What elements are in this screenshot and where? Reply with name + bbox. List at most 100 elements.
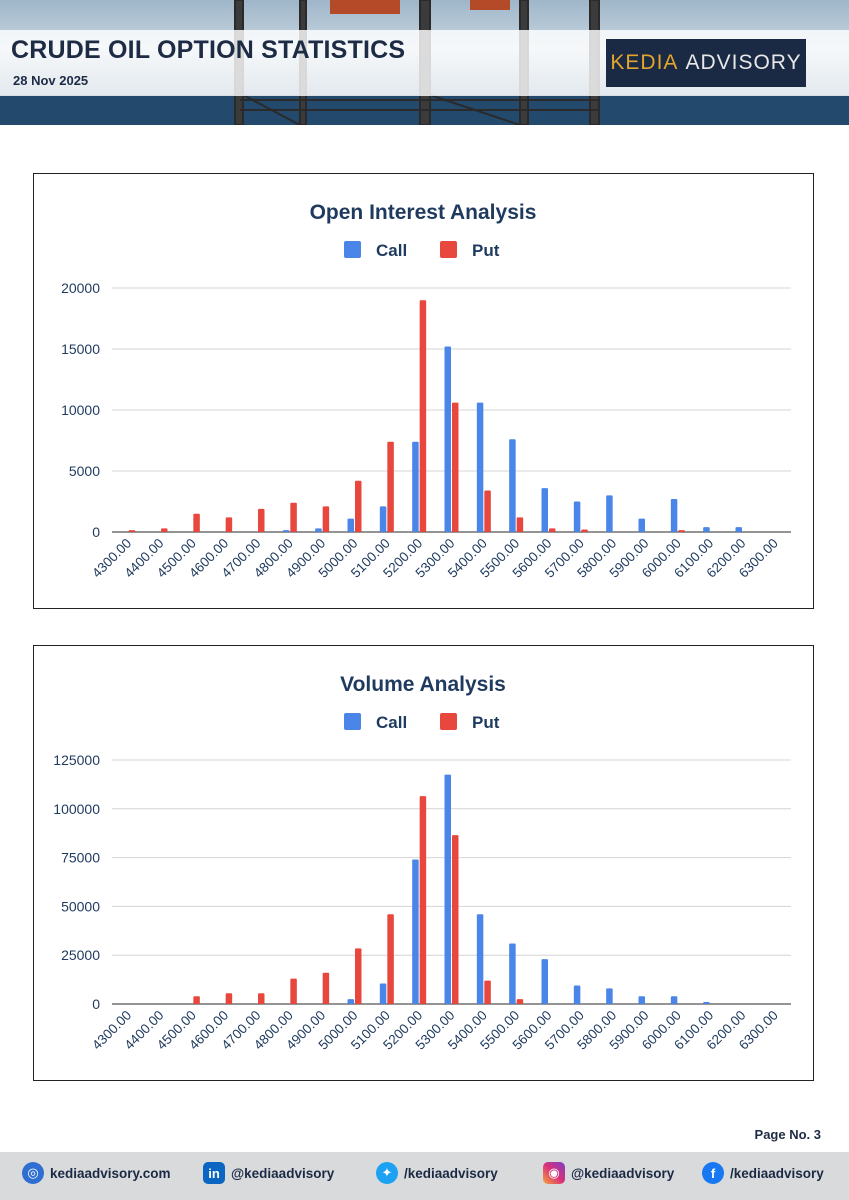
instagram-icon: ◉ (543, 1162, 565, 1184)
bar-call-4800.00 (282, 530, 290, 532)
bar-call-5100.00 (379, 983, 387, 1004)
linkedin-link[interactable]: in @kediaadvisory (203, 1162, 334, 1184)
bar-call-5500.00 (509, 439, 516, 532)
bar-put-4800.00 (290, 978, 297, 1004)
bar-call-5200.00 (412, 859, 419, 1004)
bar-call-5600.00 (541, 488, 548, 532)
bar-put-5700.00 (581, 529, 588, 532)
bar-call-5000.00 (347, 999, 354, 1004)
legend-swatch-call (344, 241, 361, 258)
twitter-text: /kediaadvisory (404, 1165, 498, 1181)
bar-call-5300.00 (444, 346, 451, 532)
kedia-logo: KEDIA ADVISORY (606, 39, 806, 87)
bar-put-4500.00 (193, 996, 200, 1004)
bar-call-6200.00 (735, 527, 742, 532)
bar-put-5400.00 (484, 980, 491, 1004)
instagram-link[interactable]: ◉ @kediaadvisory (543, 1162, 674, 1184)
bar-call-5800.00 (606, 495, 613, 532)
y-tick-label: 20000 (61, 280, 100, 296)
website-text: kediaadvisory.com (50, 1165, 171, 1181)
bar-call-6100.00 (703, 527, 710, 532)
y-tick-label: 125000 (53, 752, 100, 768)
y-tick-label: 100000 (53, 801, 100, 817)
page-title: CRUDE OIL OPTION STATISTICS (11, 36, 406, 64)
bar-put-4500.00 (193, 513, 200, 532)
y-tick-label: 50000 (61, 898, 100, 914)
y-tick-label: 0 (92, 524, 100, 540)
bar-call-5800.00 (606, 988, 613, 1004)
linkedin-text: @kediaadvisory (231, 1165, 335, 1181)
page-number: Page No. 3 (754, 1127, 821, 1142)
bar-call-5500.00 (509, 943, 516, 1004)
facebook-link[interactable]: f /kediaadvisory (702, 1162, 824, 1184)
legend-swatch-put (440, 713, 457, 730)
bar-call-5400.00 (476, 402, 484, 532)
linkedin-icon: in (203, 1162, 225, 1184)
legend-label-call: Call (376, 241, 407, 260)
twitter-icon: ✦ (376, 1162, 398, 1184)
y-tick-label: 15000 (61, 341, 100, 357)
bar-call-5900.00 (638, 996, 645, 1004)
open-interest-chart: Open Interest Analysis Call Put 0 5000 10000 1… (61, 201, 791, 581)
bar-put-5200.00 (419, 796, 427, 1004)
twitter-link[interactable]: ✦ /kediaadvisory (376, 1162, 498, 1184)
volume-panel: Volume Analysis Call Put 0 25000 50000 75000 10… (33, 645, 814, 1081)
legend-label-put: Put (472, 713, 500, 732)
open-interest-panel: Open Interest Analysis Call Put 0 5000 10000 1… (33, 173, 814, 609)
bar-put-4900.00 (322, 506, 330, 532)
bar-put-6000.00 (678, 530, 685, 532)
logo-word-kedia: KEDIA (610, 51, 679, 74)
bar-put-5300.00 (452, 835, 459, 1004)
chart-title: Volume Analysis (340, 673, 506, 696)
instagram-text: @kediaadvisory (571, 1165, 675, 1181)
legend-swatch-call (344, 713, 361, 730)
report-date: 28 Nov 2025 (13, 73, 89, 88)
bar-call-6000.00 (670, 996, 678, 1004)
bar-put-5000.00 (355, 948, 362, 1004)
bar-call-4900.00 (315, 528, 322, 532)
y-tick-label: 75000 (61, 850, 100, 866)
footer-bar: ◎ kediaadvisory.com in @kediaadvisory ✦ … (0, 1152, 849, 1200)
bar-call-5700.00 (573, 985, 581, 1004)
legend-swatch-put (440, 241, 457, 258)
header-banner: CRUDE OIL OPTION STATISTICS 28 Nov 2025 … (0, 0, 849, 125)
bar-put-5300.00 (452, 402, 459, 532)
y-tick-label: 10000 (61, 402, 100, 418)
bar-call-5100.00 (379, 506, 387, 532)
bar-put-5400.00 (484, 490, 491, 532)
bar-put-5000.00 (355, 480, 362, 532)
bar-put-5500.00 (516, 999, 524, 1004)
globe-icon: ◎ (22, 1162, 44, 1184)
bar-put-4400.00 (161, 528, 168, 532)
legend-label-put: Put (472, 241, 500, 260)
bar-put-5100.00 (387, 914, 394, 1004)
bar-call-5700.00 (573, 501, 581, 532)
bar-put-4900.00 (322, 972, 330, 1004)
bar-call-5600.00 (541, 959, 548, 1004)
bar-put-5200.00 (419, 300, 427, 532)
bar-put-4700.00 (258, 993, 265, 1004)
legend-label-call: Call (376, 713, 407, 732)
bar-put-5600.00 (549, 528, 556, 532)
website-link[interactable]: ◎ kediaadvisory.com (22, 1162, 171, 1184)
bar-put-4300.00 (128, 530, 136, 532)
bar-call-5400.00 (476, 914, 484, 1004)
bar-put-4600.00 (225, 517, 233, 532)
bar-put-4800.00 (290, 502, 297, 532)
bar-call-5300.00 (444, 774, 451, 1004)
bar-call-6000.00 (670, 499, 678, 532)
bar-call-5200.00 (412, 441, 419, 532)
chart-title: Open Interest Analysis (310, 201, 537, 224)
bar-call-6100.00 (703, 1002, 710, 1004)
y-tick-label: 5000 (69, 463, 100, 479)
bar-call-5000.00 (347, 518, 354, 532)
bar-put-4700.00 (258, 508, 265, 532)
bar-put-5500.00 (516, 517, 524, 532)
volume-chart: Volume Analysis Call Put 0 25000 50000 75000 10… (53, 673, 791, 1053)
y-tick-label: 0 (92, 996, 100, 1012)
bar-put-5100.00 (387, 441, 394, 532)
bar-put-4600.00 (225, 993, 233, 1004)
y-tick-label: 25000 (61, 947, 100, 963)
facebook-text: /kediaadvisory (730, 1165, 824, 1181)
logo-word-advisory: ADVISORY (685, 51, 802, 74)
